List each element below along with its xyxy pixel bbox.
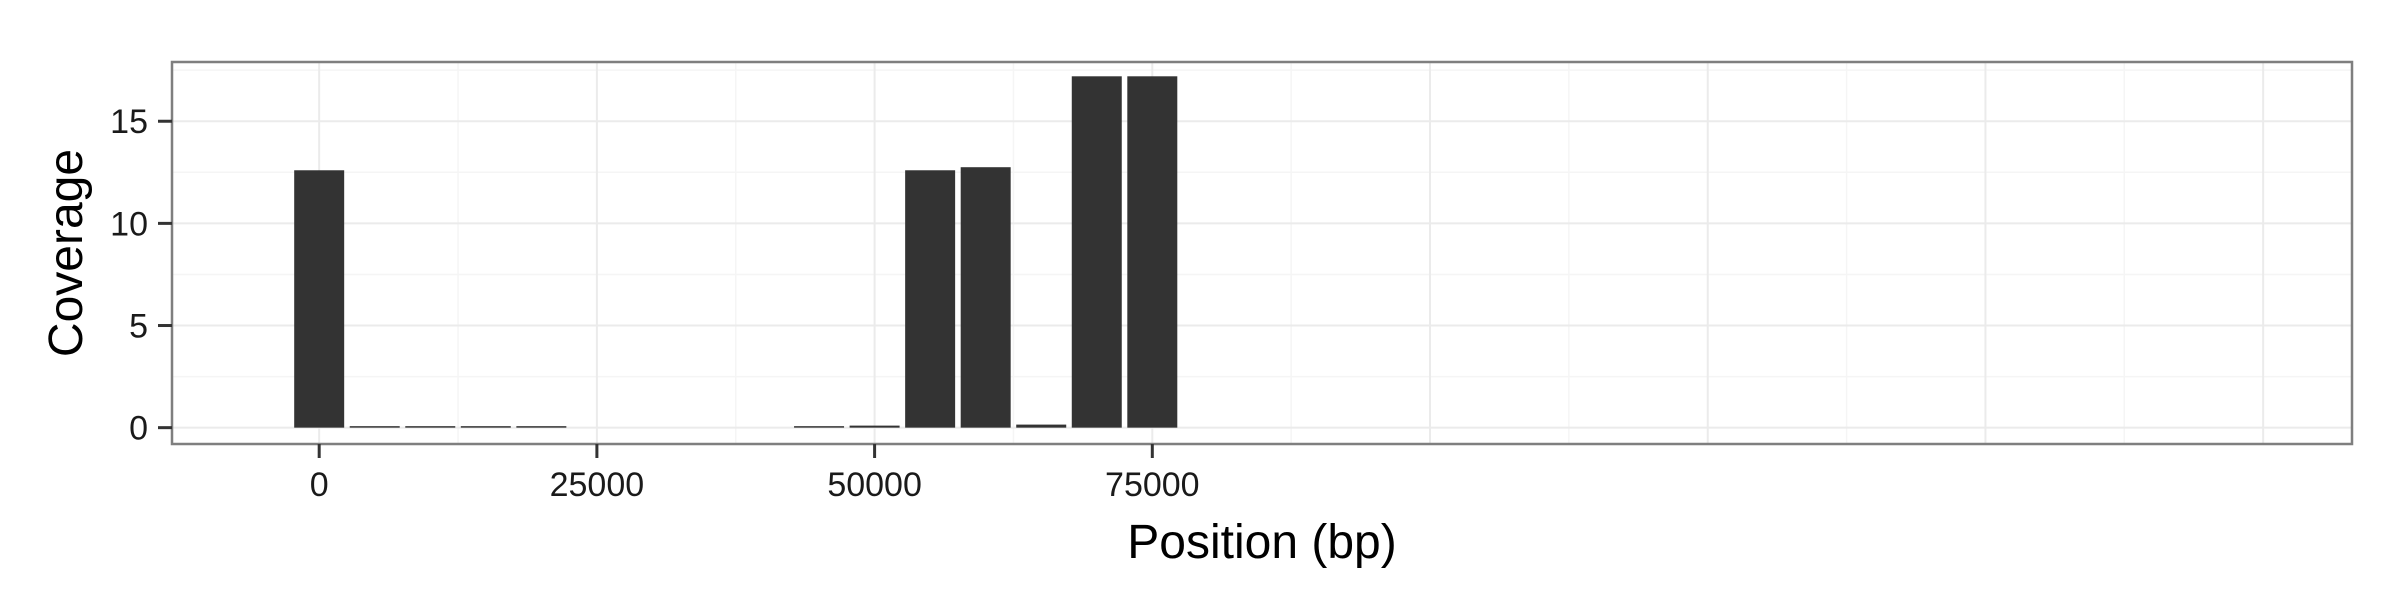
coverage-bar (294, 170, 345, 428)
x-tick-label: 0 (310, 466, 329, 504)
y-tick-label: 10 (110, 205, 148, 243)
y-tick-label: 5 (129, 308, 148, 346)
coverage-bar (405, 426, 456, 428)
y-tick-label: 15 (110, 103, 148, 141)
coverage-bar (516, 426, 567, 428)
coverage-bar (349, 426, 400, 428)
x-axis-title: Position (bp) (1127, 516, 1396, 569)
y-axis: 0 5 10 15 (110, 103, 172, 448)
coverage-bar (849, 425, 900, 428)
y-axis-title: Coverage (40, 149, 93, 357)
plot-panel-border (170, 60, 2354, 446)
coverage-bar (1016, 424, 1067, 428)
x-axis: 0 25000 50000 75000 (310, 444, 1200, 504)
coverage-bar (960, 167, 1011, 428)
x-tick-label: 25000 (550, 466, 645, 504)
minor-gridlines (172, 62, 2352, 444)
x-tick-label: 75000 (1105, 466, 1200, 504)
coverage-bar (1071, 76, 1122, 428)
y-tick-label: 0 (129, 410, 148, 448)
coverage-bar (794, 426, 845, 428)
coverage-bar (1127, 76, 1178, 428)
x-tick-label: 50000 (827, 466, 922, 504)
coverage-bar (460, 426, 511, 428)
bars-layer (294, 76, 1178, 428)
major-gridlines (172, 62, 2352, 444)
coverage-bar (905, 170, 956, 428)
